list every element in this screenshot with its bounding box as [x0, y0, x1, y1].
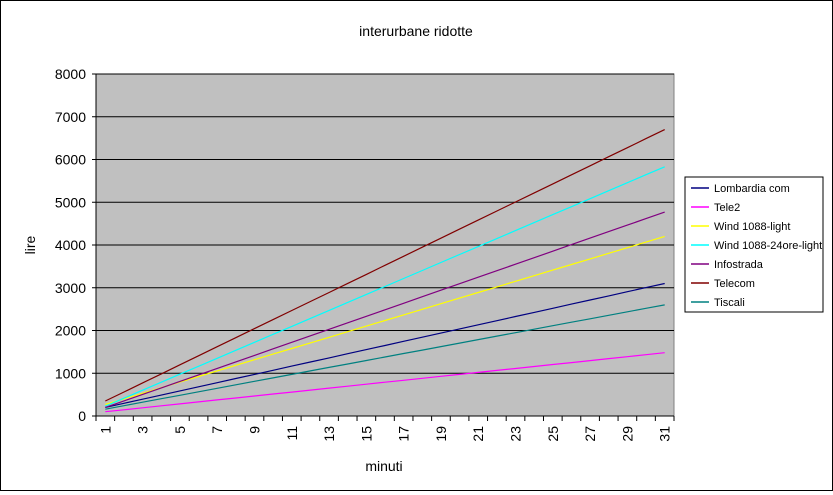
series-line-0	[105, 282, 665, 408]
legend-label: Wind 1088-light	[714, 221, 790, 233]
series-line-4	[105, 211, 665, 408]
series-line-6	[105, 304, 665, 410]
x-tick-label: 17	[396, 426, 412, 442]
legend-label: Wind 1088-24ore-light	[714, 240, 822, 252]
x-tick-label: 31	[657, 426, 673, 442]
chart-title: interurbane ridotte	[359, 23, 473, 39]
x-tick-label: 21	[470, 426, 486, 442]
legend: Lombardia com Tele2 Wind 1088-light Wind 10…	[684, 176, 824, 313]
series-line-2	[105, 235, 665, 406]
x-tick-label: 27	[582, 426, 598, 442]
legend-label: Infostrada	[714, 259, 764, 271]
legend-label: Lombardia com	[714, 183, 790, 195]
y-tick-label: 0	[78, 408, 86, 424]
y-tick-label: 1000	[55, 365, 86, 381]
legend-label: Tele2	[714, 202, 740, 214]
gridlines	[96, 73, 674, 374]
x-tick-label: 23	[508, 426, 524, 442]
series-line-1	[105, 352, 665, 413]
x-tick-label: 15	[358, 426, 374, 442]
y-tick-label: 3000	[55, 280, 86, 296]
legend-label: Tiscali	[714, 297, 745, 309]
x-tick-label: 7	[209, 426, 225, 434]
y-axis-label: lire	[22, 235, 38, 254]
y-tick-label: 2000	[55, 323, 86, 339]
y-tick-label: 8000	[55, 66, 86, 82]
x-tick-label: 11	[284, 426, 300, 441]
x-tick-label: 5	[172, 426, 188, 434]
x-tick-label: 29	[619, 426, 635, 442]
y-tick-label: 6000	[55, 152, 86, 168]
series-line-5	[105, 129, 665, 402]
x-tick-label: 25	[545, 426, 561, 442]
x-tick-label: 1	[97, 426, 113, 434]
series-lines	[105, 129, 665, 413]
series-line-3	[105, 166, 665, 407]
x-tick-label: 9	[246, 426, 262, 434]
y-tick-label: 4000	[55, 237, 86, 253]
x-tick-label: 19	[433, 426, 449, 442]
x-axis-label: minuti	[365, 458, 402, 474]
x-tick-label: 3	[135, 426, 151, 434]
legend-label: Telecom	[714, 278, 755, 290]
y-tick-label: 7000	[55, 109, 86, 125]
y-axis-ticks: 0 1000 2000 3000 4000 5000 6000 7000 8000	[55, 66, 674, 424]
x-axis-ticks: 1 3 5 7 9 11 13 15 17 19 21 23 25 27 29 31	[95, 416, 675, 442]
y-tick-label: 5000	[55, 194, 86, 210]
x-tick-label: 13	[321, 426, 337, 442]
